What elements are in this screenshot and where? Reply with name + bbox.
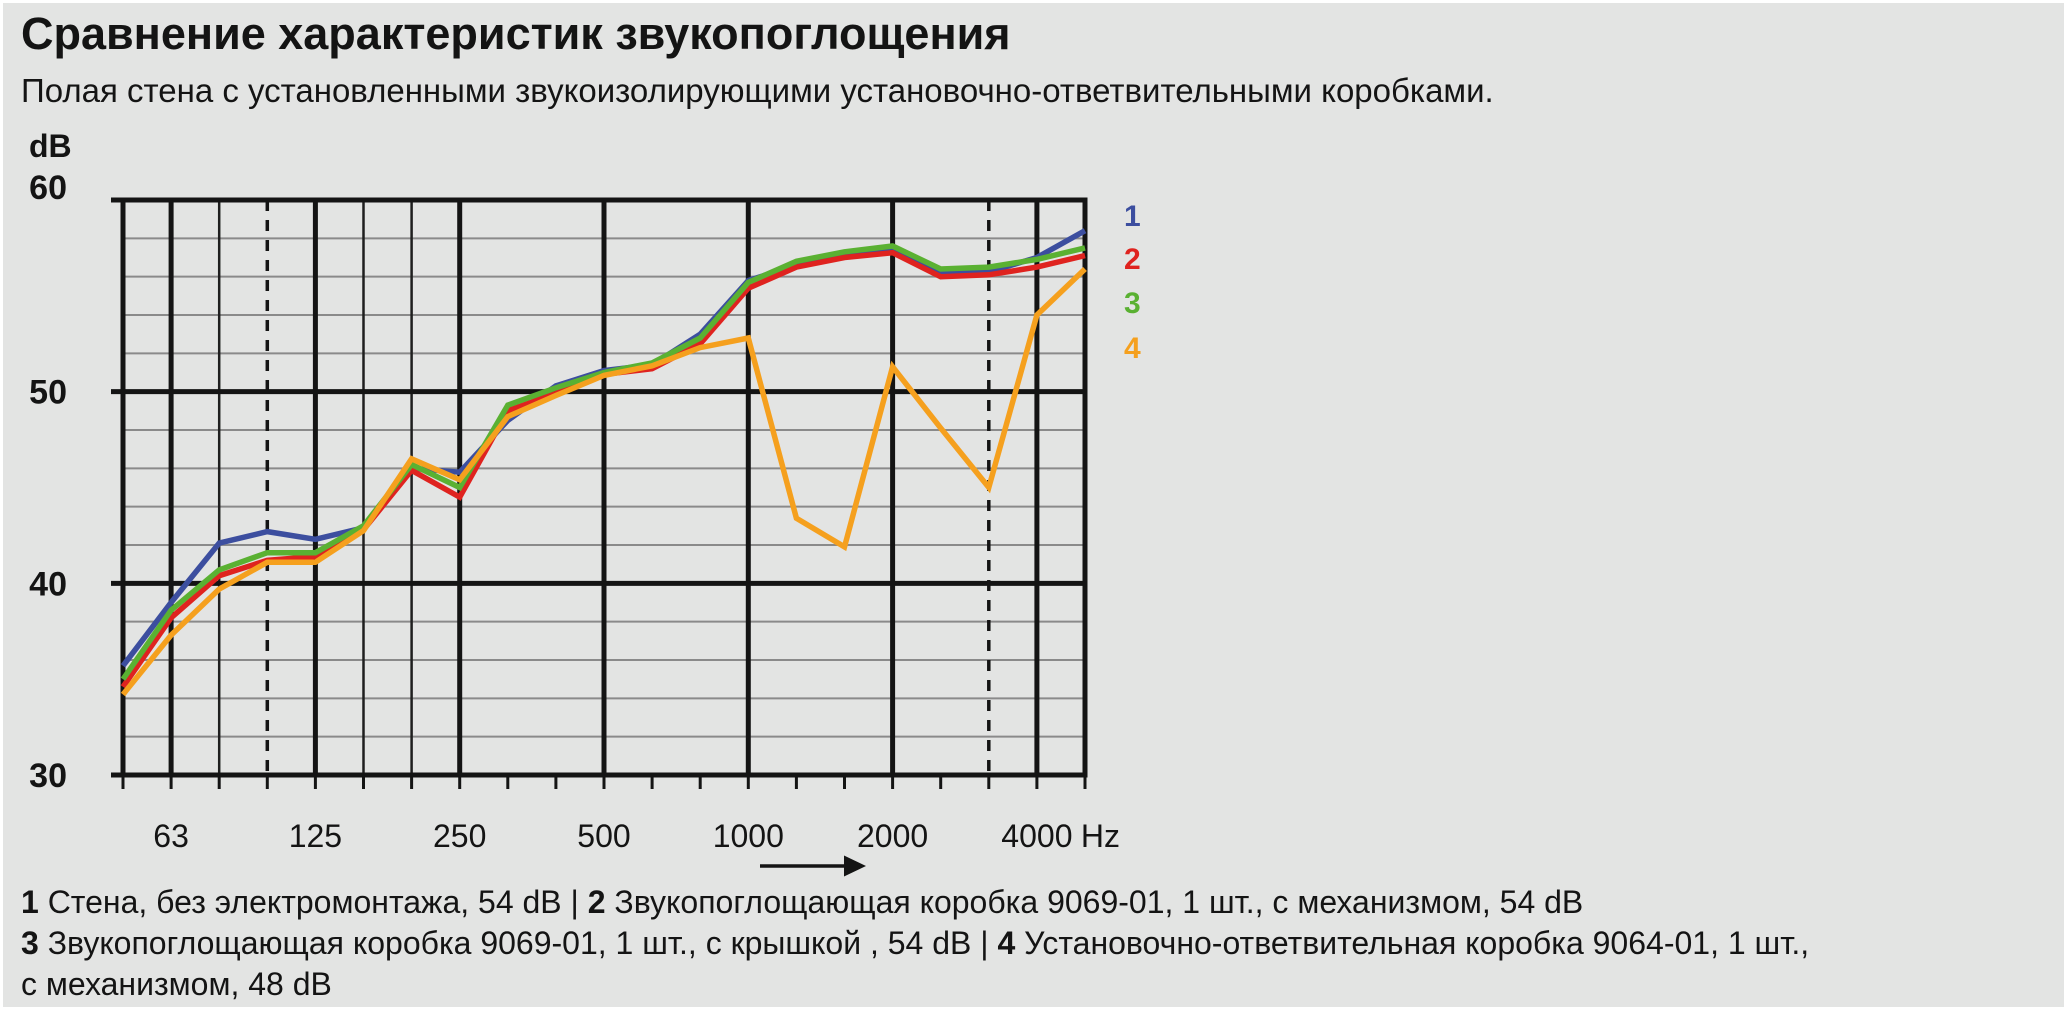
- legend-series-number-2: 2: [1124, 243, 1141, 276]
- caption-text: с механизмом, 48 dB: [21, 966, 332, 1002]
- x-tick-label: 4000: [1001, 818, 1072, 854]
- page-title: Сравнение характеристик звукопоглощения: [21, 8, 1011, 59]
- y-axis-unit-label: dB: [29, 128, 72, 164]
- y-major-gridlines: [111, 197, 1085, 778]
- x-tick-label: 1000: [713, 818, 784, 854]
- legend-series-number-1: 1: [1124, 200, 1141, 233]
- y-axis-labels: 60 50 40 30 dB: [29, 128, 72, 795]
- x-axis-unit-label: Hz: [1081, 818, 1120, 854]
- x-axis-labels: 63 125 250 500 1000 2000 4000 Hz: [153, 818, 1120, 854]
- caption-text: Стена, без электромонтажа, 54 dB |: [38, 884, 588, 920]
- caption-text: Звукопоглощающая коробка 9069-01, 1 шт.,…: [605, 884, 1584, 920]
- x-axis-arrow-icon: [760, 855, 866, 877]
- legend-series-number-3: 3: [1124, 287, 1141, 320]
- series-line-3: [120, 243, 1086, 681]
- x-tick-label: 250: [433, 818, 486, 854]
- caption-series-number: 1: [21, 884, 39, 920]
- caption-series-number: 3: [21, 925, 39, 961]
- caption-line: 3 Звукопоглощающая коробка 9069-01, 1 шт…: [21, 923, 2051, 964]
- caption-series-number: 4: [997, 925, 1016, 961]
- x-gridlines: [120, 197, 1088, 778]
- caption-text: Звукопоглощающая коробка 9069-01, 1 шт.,…: [38, 925, 998, 961]
- caption-line: с механизмом, 48 dB: [21, 964, 2051, 1005]
- chart-background-panel: [3, 3, 2064, 1007]
- y-tick-label: 30: [29, 757, 67, 795]
- y-tick-label: 40: [29, 565, 67, 603]
- x-tick-label: 125: [289, 818, 342, 854]
- x-tick-label: 500: [577, 818, 630, 854]
- series-line-4: [120, 267, 1087, 697]
- legend-series-number-4: 4: [1124, 332, 1141, 365]
- caption-text: Установочно-ответвительная коробка 9064-…: [1015, 925, 1810, 961]
- sound-absorption-line-chart: 63 125 250 500 1000 2000 4000 Hz 60 50 40 30 dB 1 2 3 4: [29, 128, 1141, 877]
- x-tick-label: 63: [153, 818, 189, 854]
- caption-line: 1 Стена, без электромонтажа, 54 dB | 2 З…: [21, 882, 2051, 923]
- y-tick-label: 60: [29, 169, 67, 207]
- x-axis-tick-marks: [121, 775, 1087, 789]
- page-subtitle: Полая стена с установленными звукоизолир…: [21, 72, 1494, 109]
- series-caption-legend: 1 Стена, без электромонтажа, 54 dB | 2 З…: [21, 882, 2051, 1005]
- x-tick-label: 2000: [857, 818, 928, 854]
- y-tick-label: 50: [29, 374, 67, 412]
- caption-series-number: 2: [587, 884, 606, 920]
- series-legend: 1 2 3 4: [1124, 200, 1141, 365]
